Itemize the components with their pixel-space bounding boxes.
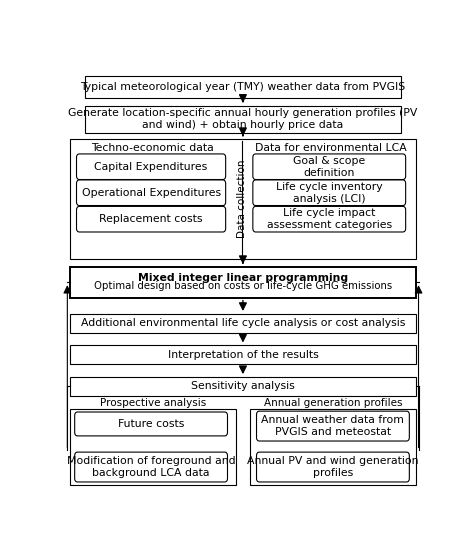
Text: Life cycle inventory
analysis (LCI): Life cycle inventory analysis (LCI) [276,182,383,203]
FancyBboxPatch shape [70,314,416,332]
FancyBboxPatch shape [76,207,226,232]
Text: Annual weather data from
PVGIS and meteostat: Annual weather data from PVGIS and meteo… [262,416,404,437]
FancyBboxPatch shape [70,267,416,297]
Text: Replacement costs: Replacement costs [100,214,203,224]
Text: Capital Expenditures: Capital Expenditures [94,162,208,172]
FancyBboxPatch shape [70,139,416,259]
FancyBboxPatch shape [70,346,416,364]
Text: Goal & scope
definition: Goal & scope definition [293,156,365,177]
Text: Mixed integer linear programming: Mixed integer linear programming [138,274,348,284]
FancyBboxPatch shape [253,154,406,179]
Text: Optimal design based on costs or life-cycle GHG emissions: Optimal design based on costs or life-cy… [94,281,392,291]
FancyBboxPatch shape [76,154,226,179]
Text: Modification of foreground and
background LCA data: Modification of foreground and backgroun… [67,456,236,478]
FancyBboxPatch shape [256,452,410,482]
FancyBboxPatch shape [76,180,226,206]
Text: Data collection: Data collection [237,160,247,238]
Text: Annual generation profiles: Annual generation profiles [264,398,402,408]
Text: Data for environmental LCA: Data for environmental LCA [255,143,407,153]
FancyBboxPatch shape [250,409,416,485]
FancyBboxPatch shape [253,180,406,206]
FancyBboxPatch shape [70,377,416,396]
FancyBboxPatch shape [85,76,401,99]
Text: Prospective analysis: Prospective analysis [100,398,206,408]
Text: Future costs: Future costs [118,419,184,429]
Text: Annual PV and wind generation
profiles: Annual PV and wind generation profiles [247,456,419,478]
Text: Additional environmental life cycle analysis or cost analysis: Additional environmental life cycle anal… [81,319,405,329]
Text: Typical meteorological year (TMY) weather data from PVGIS: Typical meteorological year (TMY) weathe… [80,83,406,93]
Text: Techno-economic data: Techno-economic data [91,143,214,153]
FancyBboxPatch shape [256,411,410,441]
Text: Life cycle impact
assessment categories: Life cycle impact assessment categories [267,208,392,230]
Text: Generate location-specific annual hourly generation profiles (PV
and wind) + obt: Generate location-specific annual hourly… [68,109,418,130]
FancyBboxPatch shape [75,412,228,436]
FancyBboxPatch shape [85,106,401,132]
Text: Operational Expenditures: Operational Expenditures [82,188,221,198]
FancyBboxPatch shape [75,452,228,482]
Text: Interpretation of the results: Interpretation of the results [167,350,319,360]
Text: Sensitivity analysis: Sensitivity analysis [191,381,295,392]
FancyBboxPatch shape [253,207,406,232]
FancyBboxPatch shape [70,409,236,485]
